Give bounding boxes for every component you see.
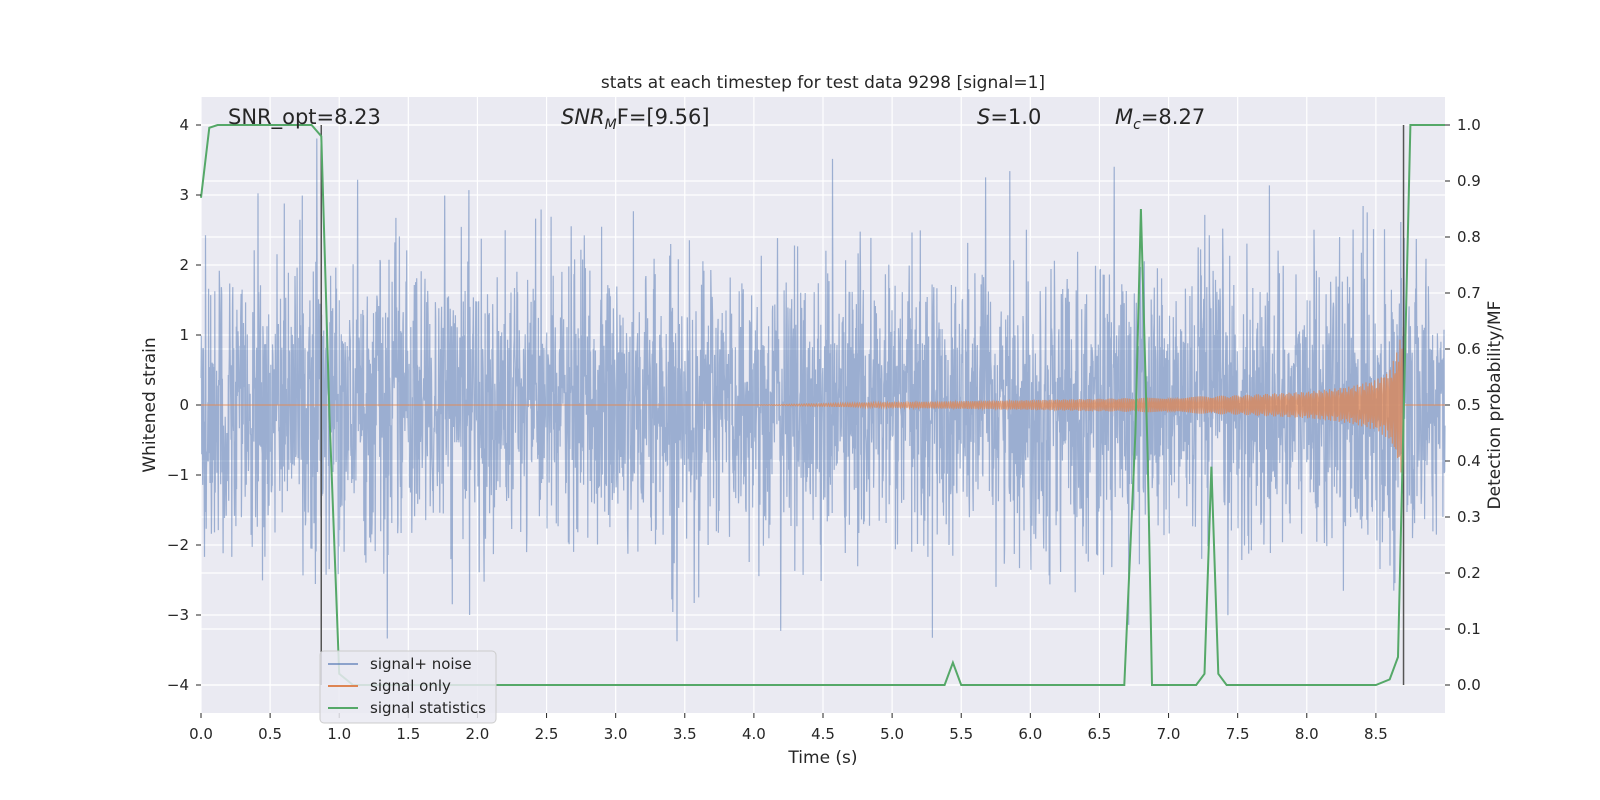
legend-box	[319, 650, 497, 724]
annotation-snr-opt: SNR_opt=8.23	[228, 105, 381, 130]
y2-tick-label: 0.8	[1457, 228, 1481, 246]
x-tick-label: 5.5	[949, 725, 973, 743]
y2-tick-label: 0.2	[1457, 564, 1481, 582]
signal-only-line	[201, 327, 1445, 473]
chart-title: stats at each timestep for test data 929…	[601, 73, 1045, 93]
y-tick-label: −2	[167, 536, 189, 554]
y-tick-label: −3	[167, 606, 189, 624]
x-axis-label: Time (s)	[787, 748, 857, 768]
y-tick-label: −1	[167, 466, 189, 484]
x-tick-label: 1.5	[396, 725, 420, 743]
y-tick-label: −4	[167, 676, 189, 694]
legend-label-signal-noise: signal+ noise	[370, 655, 472, 673]
annotation-snr-mf: SNRMF=[9.56]	[561, 105, 710, 133]
x-tick-label: 6.0	[1018, 725, 1042, 743]
x-tick-label: 0.5	[258, 725, 282, 743]
x-tick-label: 2.0	[466, 725, 490, 743]
annotation-mc: Mc=8.27	[1115, 105, 1205, 133]
x-tick-label: 1.0	[327, 725, 351, 743]
y2-tick-label: 0.5	[1457, 396, 1481, 414]
x-tick-label: 4.5	[811, 725, 835, 743]
x-tick-label: 5.0	[880, 725, 904, 743]
y2-tick-label: 0.3	[1457, 508, 1481, 526]
y-tick-label: 4	[179, 116, 189, 134]
y2-tick-label: 0.4	[1457, 452, 1481, 470]
y2-axis-label: Detection probability/MF	[1485, 301, 1505, 510]
x-tick-label: 8.0	[1295, 725, 1319, 743]
y2-tick-label: 0.1	[1457, 620, 1481, 638]
y2-tick-label: 0.6	[1457, 340, 1481, 358]
annotation-s: S=1.0	[977, 105, 1041, 129]
legend-label-signal-only: signal only	[370, 677, 451, 695]
y-axis-label: Whitened strain	[140, 337, 160, 472]
x-tick-label: 0.0	[189, 725, 213, 743]
x-tick-label: 6.5	[1088, 725, 1112, 743]
x-tick-label: 8.5	[1364, 725, 1388, 743]
x-tick-label: 7.0	[1157, 725, 1181, 743]
y-tick-label: 1	[179, 326, 189, 344]
x-tick-label: 3.5	[673, 725, 697, 743]
signal-statistics-line	[200, 124, 1445, 686]
y2-tick-label: 0.7	[1457, 284, 1481, 302]
x-tick-label: 2.5	[535, 725, 559, 743]
ticks: 0.0 0.5 1.0 1.5 2.0 2.5 3.0 3.5 4.0 4.5 5.0 5.5 6.0 6…	[167, 116, 1481, 743]
y-tick-label: 2	[179, 256, 189, 274]
y-tick-label: 0	[179, 396, 189, 414]
x-tick-label: 4.0	[742, 725, 766, 743]
x-tick-label: 7.5	[1226, 725, 1250, 743]
y2-tick-label: 0.0	[1457, 676, 1481, 694]
signal-series	[201, 327, 1445, 473]
legend-label-signal-statistics: signal statistics	[370, 699, 486, 717]
y-tick-label: 3	[179, 186, 189, 204]
stats-series	[200, 124, 1445, 686]
x-tick-label: 3.0	[604, 725, 628, 743]
y2-tick-label: 1.0	[1457, 116, 1481, 134]
legend: signal+ noise signal only signal statist…	[319, 650, 497, 724]
y2-tick-label: 0.9	[1457, 172, 1481, 190]
